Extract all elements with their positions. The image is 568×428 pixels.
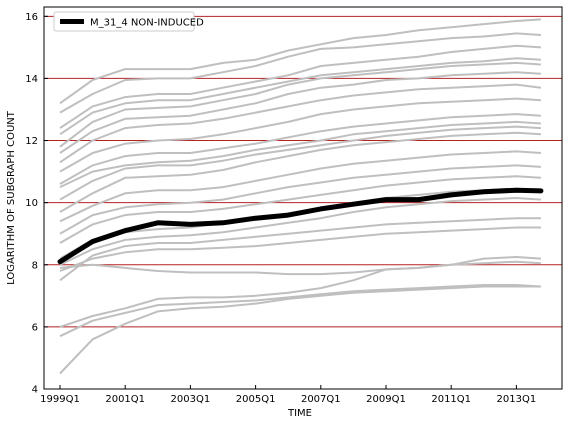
background-series-line-11: [59, 125, 541, 201]
background-series-line-20: [59, 260, 541, 276]
background-series-line-13: [59, 150, 541, 223]
background-series-line-1: [59, 18, 541, 105]
background-series-line-8: [59, 97, 541, 173]
x-tick-label-2009Q1: 2009Q1: [366, 394, 406, 405]
x-tick-label-1999Q1: 1999Q1: [40, 394, 80, 405]
x-tick-label-2013Q1: 2013Q1: [497, 394, 537, 405]
x-tick-label-2007Q1: 2007Q1: [301, 394, 341, 405]
x-tick-label-2005Q1: 2005Q1: [236, 394, 276, 405]
background-series-line-4: [59, 57, 541, 136]
y-tick-label-8: 8: [32, 260, 38, 271]
background-series-line-3: [59, 44, 541, 129]
background-series-line-16: [59, 187, 541, 260]
x-tick-label-2003Q1: 2003Q1: [171, 394, 211, 405]
legend: M_31_4 NON-INDUCED: [53, 11, 204, 32]
y-tick-label-4: 4: [32, 385, 38, 396]
background-series-line-22: [59, 284, 541, 338]
background-series-line-19: [59, 226, 541, 272]
plot-frame: [43, 6, 563, 390]
background-series-line-21: [59, 256, 541, 328]
y-tick-label-12: 12: [25, 136, 38, 147]
background-series-line-15: [59, 175, 541, 244]
background-series-line-7: [59, 83, 542, 164]
background-series-line-9: [59, 113, 541, 185]
background-series-line-12: [59, 131, 541, 213]
background-series-line-5: [59, 61, 541, 148]
highlight-series-group: [57, 187, 544, 265]
background-series-line-23: [59, 285, 541, 375]
x-tick-label-2011Q1: 2011Q1: [431, 394, 471, 405]
background-series-line-17: [59, 197, 541, 266]
legend-box: [53, 11, 195, 32]
y-tick-label-6: 6: [32, 322, 38, 333]
y-axis-label: LOGARITHM OF SUBGRAPH COUNT: [6, 110, 17, 285]
highlight-series-line: [57, 187, 544, 265]
background-series-line-6: [59, 71, 541, 154]
legend-label: M_31_4 NON-INDUCED: [90, 18, 204, 29]
y-axis-ticks: 4 6 8 10 12 14 16: [25, 12, 48, 396]
x-axis-ticks: 1999Q1 2001Q1 2003Q1 2005Q1 2007Q1 2009Q1 2011…: [40, 385, 536, 405]
gridlines: [44, 15, 562, 390]
x-axis-label: TIME: [287, 408, 312, 419]
background-series-line-2: [59, 32, 541, 114]
y-tick-label-10: 10: [25, 198, 38, 209]
background-series-line-14: [59, 164, 541, 235]
y-tick-label-14: 14: [25, 74, 38, 85]
x-tick-label-2001Q1: 2001Q1: [105, 394, 145, 405]
background-series-line-10: [59, 120, 541, 189]
y-tick-label-16: 16: [25, 12, 38, 23]
background-series-line-18: [59, 217, 541, 282]
background-series-group: [59, 18, 542, 375]
